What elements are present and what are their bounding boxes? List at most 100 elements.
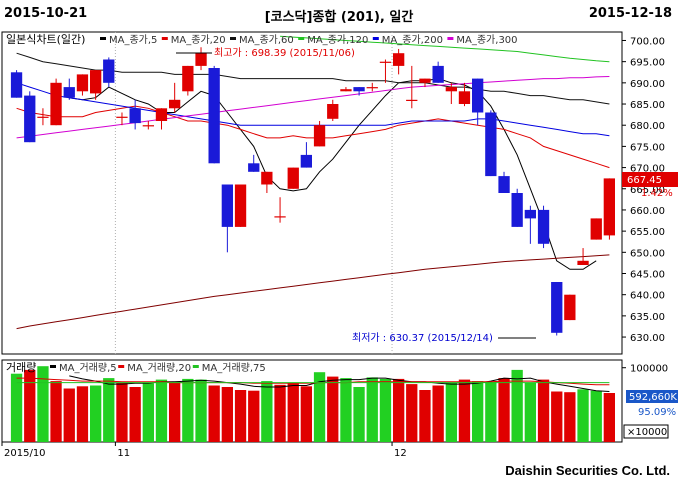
legend-swatch (100, 37, 106, 40)
candle-body (366, 87, 378, 89)
volume-bar (313, 372, 326, 442)
volume-bar (37, 366, 49, 442)
candle-body (234, 184, 247, 227)
candle-body (353, 87, 365, 92)
y-tick-label: 650.00 (630, 248, 665, 259)
candles (10, 47, 615, 336)
volume-unit-label: ×10000 (627, 427, 667, 438)
candle-body (340, 89, 352, 92)
candle-body (511, 193, 523, 227)
x-tick-label: 12 (394, 448, 407, 459)
y-tick-label: 690.00 (630, 79, 665, 90)
legend-swatch (118, 365, 125, 368)
volume-bar (485, 381, 497, 442)
volume-bar (10, 373, 23, 442)
volume-bar (366, 377, 378, 442)
current-pct-label: 1.42% (641, 188, 673, 199)
y-tick-label: 685.00 (630, 100, 665, 111)
candle-body (287, 167, 299, 189)
y-tick-label: 655.00 (630, 227, 665, 238)
volume-tick-label: 100000 (630, 364, 668, 375)
candle-body (10, 72, 23, 98)
ma-line (280, 35, 610, 63)
legend-label: MA_종가,20 (171, 34, 226, 46)
candle-body (445, 87, 457, 92)
volume-unit-box (623, 424, 669, 439)
price-legend: MA_종가,5 MA_종가,20 MA_종가,60 MA_종가,120 MA_종가,20… (100, 34, 518, 46)
volume-bar (577, 389, 589, 442)
ma-line (16, 82, 610, 137)
candle-body (248, 163, 260, 172)
y-tick-label: 670.00 (630, 164, 665, 175)
candle-body (458, 91, 471, 104)
x-tick-label: 2015/10 (4, 448, 46, 459)
volume-bar (379, 378, 392, 442)
volume-bar (274, 384, 286, 442)
y-tick-label: 680.00 (630, 121, 665, 132)
y-tick-label: 645.00 (630, 270, 665, 281)
candle-body (261, 171, 273, 185)
legend-label: MA_거래량,20 (127, 362, 191, 374)
volume-bar (551, 391, 563, 442)
current-price-label: 667.45 (627, 175, 662, 186)
volume-bar (50, 381, 62, 442)
volume-bar (340, 378, 352, 442)
volume-bar (603, 393, 615, 442)
volume-bar (445, 382, 457, 442)
volume-bar (24, 369, 36, 442)
volume-bar (234, 390, 247, 442)
y-tick-label: 675.00 (630, 142, 665, 153)
current-price-badge (622, 172, 678, 187)
candle-body (393, 53, 405, 66)
volume-bar (208, 385, 220, 442)
candle-body (564, 294, 576, 321)
candle-body (116, 116, 128, 118)
y-tick-label: 630.00 (630, 333, 665, 344)
legend-label: MA_종가,120 (307, 34, 368, 46)
volume-bar (261, 381, 273, 442)
candle-body (498, 176, 510, 193)
chart-title: [코스닥]종합 (201), 일간 (264, 10, 414, 25)
volume-bar (195, 379, 207, 442)
candle-body (63, 87, 75, 98)
candle-body (551, 282, 563, 333)
y-tick-label: 665.00 (630, 185, 665, 196)
high-annotation: 최고가 : 698.39 (2015/11/06) (214, 47, 355, 59)
legend-label: MA_종가,200 (382, 34, 443, 46)
volume-bar (432, 385, 444, 442)
price-panel-name: 일본식차트(일간) (6, 32, 85, 46)
candle-body (208, 68, 220, 164)
y-tick-label: 700.00 (630, 36, 665, 47)
candle-body (169, 99, 181, 109)
legend-swatch (192, 365, 199, 368)
legend-swatch (298, 37, 305, 40)
legend-label: MA_종가,5 (109, 34, 157, 46)
candle-body (577, 260, 589, 265)
volume-bar (169, 382, 181, 442)
candle-body (195, 53, 207, 66)
current-volume-label: 592,660K (629, 392, 677, 403)
candle-body (76, 74, 89, 92)
stock-chart[interactable]: 630.00 635.00 640.00 645.00 650.00 655.00 660.… (0, 24, 678, 484)
volume-bar (221, 387, 233, 442)
volume-bar (472, 381, 484, 442)
volume-bar (287, 383, 299, 442)
legend-swatch (230, 37, 236, 40)
candle-body (419, 78, 431, 83)
y-tick-label: 660.00 (630, 206, 665, 217)
volume-ma-lines (16, 375, 610, 392)
candle-body (603, 178, 615, 236)
volume-bar (76, 386, 89, 442)
candle-body (432, 65, 444, 83)
low-annotation: 최저가 : 630.37 (2015/12/14) (352, 332, 493, 344)
volume-bar (142, 383, 154, 442)
volume-bars (10, 366, 615, 442)
candle-body (300, 154, 312, 168)
y-tick-label: 635.00 (630, 312, 665, 323)
legend-swatch (372, 37, 379, 40)
price-y-axis: 630.00 635.00 640.00 645.00 650.00 655.00 660.… (622, 36, 665, 344)
volume-bar (458, 379, 471, 442)
candle-body (221, 184, 233, 227)
brand-footer: Daishin Securities Co. Ltd. (505, 463, 670, 478)
candle-body (103, 59, 115, 83)
